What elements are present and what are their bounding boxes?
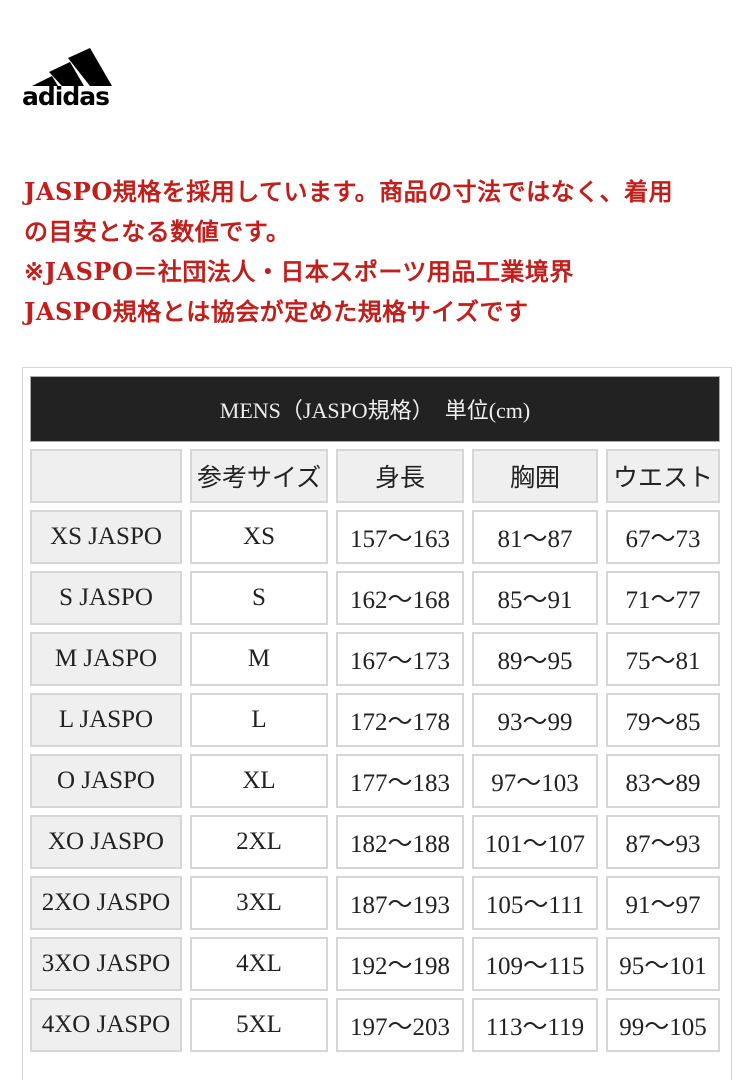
table-row: 3XO JASPO 4XL 192～198 109～115 95～101 (30, 937, 720, 991)
table-cell: 157～163 (336, 510, 464, 564)
row-header: M JASPO (30, 632, 182, 686)
row-header: L JASPO (30, 693, 182, 747)
table-cell: 105～111 (472, 876, 598, 930)
table-cell: 197～203 (336, 998, 464, 1052)
table-cell: 95～101 (606, 937, 720, 991)
table-cell: 2XL (190, 815, 328, 869)
table-row: L JASPO L 172～178 93～99 79～85 (30, 693, 720, 747)
column-header: ウエスト (606, 449, 720, 503)
table-cell: 93～99 (472, 693, 598, 747)
row-header: S JASPO (30, 571, 182, 625)
table-cell: 167～173 (336, 632, 464, 686)
table-cell: 182～188 (336, 815, 464, 869)
size-table: MENS（JASPO規格） 単位(cm) 参考サイズ 身長 胸囲 ウエスト XS JAS… (22, 369, 728, 1059)
table-cell: 109～115 (472, 937, 598, 991)
table-cell: 91～97 (606, 876, 720, 930)
row-header: O JASPO (30, 754, 182, 808)
table-cell: S (190, 571, 328, 625)
adidas-logo: adidas (22, 48, 112, 108)
column-header: 胸囲 (472, 449, 598, 503)
row-header: XS JASPO (30, 510, 182, 564)
column-header: 身長 (336, 449, 464, 503)
table-cell: 99～105 (606, 998, 720, 1052)
svg-text:adidas: adidas (22, 82, 109, 108)
table-title: MENS（JASPO規格） 単位(cm) (30, 376, 720, 442)
table-cell: 79～85 (606, 693, 720, 747)
table-cell: 192～198 (336, 937, 464, 991)
table-cell: 97～103 (472, 754, 598, 808)
table-row: S JASPO S 162～168 85～91 71～77 (30, 571, 720, 625)
notice-line: JASPO規格とは協会が定めた規格サイズです (24, 297, 529, 326)
table-cell: L (190, 693, 328, 747)
notice-line: の目安となる数値です。 (24, 217, 291, 246)
table-cell: 71～77 (606, 571, 720, 625)
column-header: 参考サイズ (190, 449, 328, 503)
table-cell: 101～107 (472, 815, 598, 869)
row-header: 4XO JASPO (30, 998, 182, 1052)
table-cell: XS (190, 510, 328, 564)
row-header: 3XO JASPO (30, 937, 182, 991)
table-cell: 177～183 (336, 754, 464, 808)
notice-line: JASPO規格を採用しています。商品の寸法ではなく、着用 (24, 177, 674, 206)
row-header: 2XO JASPO (30, 876, 182, 930)
notice-line: ※JASPO＝社団法人・日本スポーツ用品工業境界 (24, 257, 574, 286)
table-cell: XL (190, 754, 328, 808)
table-cell: 89～95 (472, 632, 598, 686)
table-cell: 81～87 (472, 510, 598, 564)
table-cell: 3XL (190, 876, 328, 930)
table-cell: 172～178 (336, 693, 464, 747)
table-cell: 4XL (190, 937, 328, 991)
table-cell: 75～81 (606, 632, 720, 686)
table-cell: 113～119 (472, 998, 598, 1052)
table-row: 2XO JASPO 3XL 187～193 105～111 91～97 (30, 876, 720, 930)
table-cell: 5XL (190, 998, 328, 1052)
table-cell: 85～91 (472, 571, 598, 625)
row-header: XO JASPO (30, 815, 182, 869)
column-header (30, 449, 182, 503)
table-row: M JASPO M 167～173 89～95 75～81 (30, 632, 720, 686)
table-row: XO JASPO 2XL 182～188 101～107 87～93 (30, 815, 720, 869)
table-row: O JASPO XL 177～183 97～103 83～89 (30, 754, 720, 808)
header-row: 参考サイズ 身長 胸囲 ウエスト (30, 449, 720, 503)
table-cell: 187～193 (336, 876, 464, 930)
table-cell: M (190, 632, 328, 686)
table-cell: 83～89 (606, 754, 720, 808)
size-table-container: MENS（JASPO規格） 単位(cm) 参考サイズ 身長 胸囲 ウエスト XS JAS… (22, 367, 732, 1080)
table-row: XS JASPO XS 157～163 81～87 67～73 (30, 510, 720, 564)
table-row: 4XO JASPO 5XL 197～203 113～119 99～105 (30, 998, 720, 1052)
table-cell: 162～168 (336, 571, 464, 625)
table-cell: 67～73 (606, 510, 720, 564)
table-cell: 87～93 (606, 815, 720, 869)
size-notice: JASPO規格を採用しています。商品の寸法ではなく、着用 の目安となる数値です。… (24, 172, 744, 332)
